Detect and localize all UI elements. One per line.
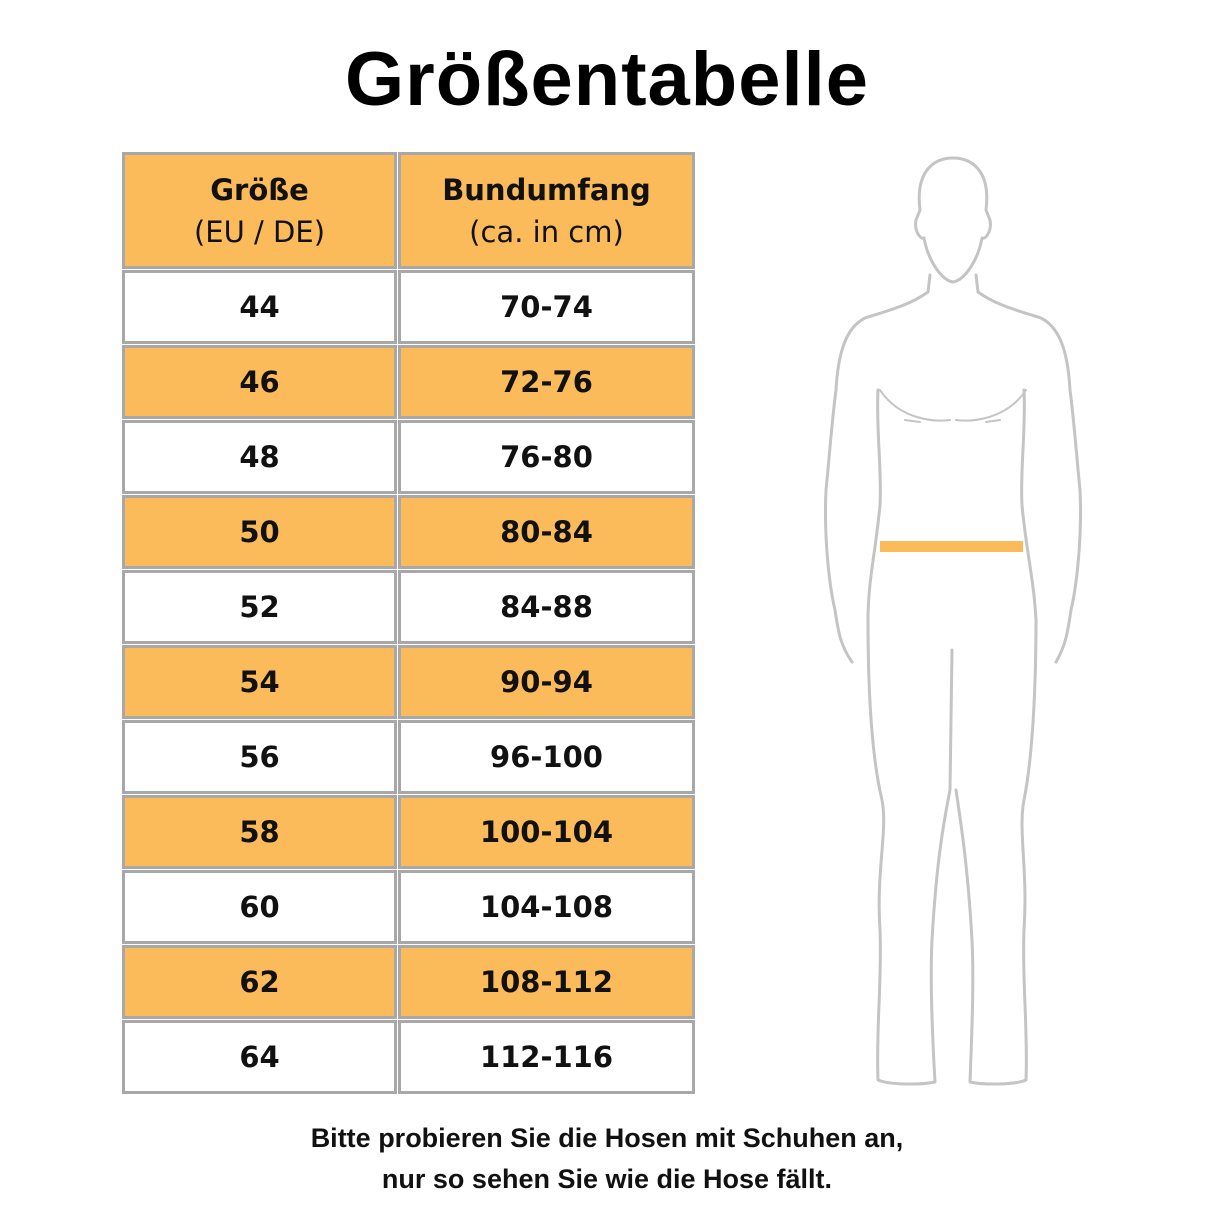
table-row: 60 104-108: [122, 870, 696, 945]
table-row: 58 100-104: [122, 795, 696, 870]
table-row: 48 76-80: [122, 420, 696, 495]
human-body-outline-icon: [823, 156, 1083, 1086]
size-cell: 62: [122, 945, 397, 1019]
header-size: Größe (EU / DE): [122, 152, 397, 269]
waist-cell: 76-80: [398, 420, 695, 494]
table-header-row: Größe (EU / DE) Bundumfang (ca. in cm): [122, 152, 696, 270]
size-cell: 52: [122, 570, 397, 644]
table-row: 52 84-88: [122, 570, 696, 645]
waist-cell: 84-88: [398, 570, 695, 644]
waist-cell: 100-104: [398, 795, 695, 869]
waist-band-highlight: [880, 541, 1023, 552]
waist-cell: 96-100: [398, 720, 695, 794]
header-waist: Bundumfang (ca. in cm): [398, 152, 695, 269]
size-cell: 64: [122, 1020, 397, 1094]
table-row: 56 96-100: [122, 720, 696, 795]
table-row: 64 112-116: [122, 1020, 696, 1095]
waist-cell: 80-84: [398, 495, 695, 569]
waist-cell: 90-94: [398, 645, 695, 719]
waist-cell: 104-108: [398, 870, 695, 944]
size-cell: 46: [122, 345, 397, 419]
size-cell: 50: [122, 495, 397, 569]
waist-cell: 72-76: [398, 345, 695, 419]
size-cell: 60: [122, 870, 397, 944]
table-row: 44 70-74: [122, 270, 696, 345]
footnote: Bitte probieren Sie die Hosen mit Schuhe…: [0, 1118, 1214, 1200]
waist-cell: 112-116: [398, 1020, 695, 1094]
size-cell: 54: [122, 645, 397, 719]
table-row: 54 90-94: [122, 645, 696, 720]
header-waist-label: Bundumfang: [442, 172, 651, 207]
page-title: Größentabelle: [345, 37, 869, 122]
table-row: 62 108-112: [122, 945, 696, 1020]
size-table: Größe (EU / DE) Bundumfang (ca. in cm) 4…: [122, 152, 696, 1095]
table-row: 46 72-76: [122, 345, 696, 420]
header-size-sub: (EU / DE): [193, 214, 326, 249]
table-row: 50 80-84: [122, 495, 696, 570]
footnote-line-2: nur so sehen Sie wie die Hose fällt.: [381, 1164, 833, 1194]
footnote-line-1: Bitte probieren Sie die Hosen mit Schuhe…: [310, 1123, 904, 1153]
size-cell: 44: [122, 270, 397, 344]
size-cell: 56: [122, 720, 397, 794]
size-cell: 58: [122, 795, 397, 869]
size-cell: 48: [122, 420, 397, 494]
header-waist-sub: (ca. in cm): [469, 214, 624, 249]
waist-cell: 108-112: [398, 945, 695, 1019]
waist-cell: 70-74: [398, 270, 695, 344]
header-size-label: Größe: [210, 172, 309, 207]
